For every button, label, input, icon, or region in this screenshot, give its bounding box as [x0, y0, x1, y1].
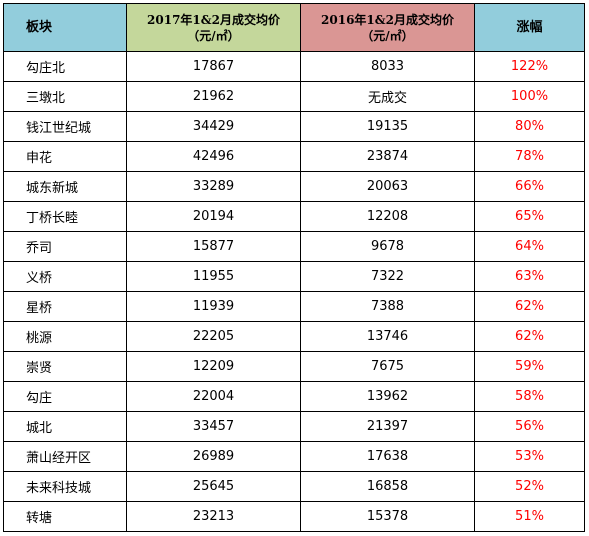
growth-rate: 52%: [474, 471, 585, 502]
table-row: 星桥 11939 7388 62%: [3, 291, 585, 322]
table-body: 勾庄北 17867 8033 122% 三墩北 21962 无成交 100% 钱江世纪城 34…: [3, 51, 585, 532]
growth-rate: 65%: [474, 201, 585, 232]
price-2016: 7675: [300, 351, 475, 382]
block-name: 城北: [3, 411, 127, 442]
price-2017: 22205: [126, 321, 301, 352]
table-row: 钱江世纪城 34429 19135 80%: [3, 111, 585, 142]
header-price-2016-title: 2016年1&2月成交均价: [321, 12, 454, 27]
block-name: 崇贤: [3, 351, 127, 382]
price-2016: 19135: [300, 111, 475, 142]
price-2016: 9678: [300, 231, 475, 262]
growth-rate: 51%: [474, 501, 585, 532]
table-row: 城东新城 33289 20063 66%: [3, 171, 585, 202]
block-name: 勾庄北: [3, 51, 127, 82]
table-row: 城北 33457 21397 56%: [3, 411, 585, 442]
header-growth: 涨幅: [474, 3, 585, 52]
price-2016: 17638: [300, 441, 475, 472]
price-2017: 11939: [126, 291, 301, 322]
block-name: 未来科技城: [3, 471, 127, 502]
price-2017: 22004: [126, 381, 301, 412]
price-2017: 26989: [126, 441, 301, 472]
growth-rate: 100%: [474, 81, 585, 112]
table-row: 申花 42496 23874 78%: [3, 141, 585, 172]
price-2017: 23213: [126, 501, 301, 532]
growth-rate: 59%: [474, 351, 585, 382]
price-2017: 33289: [126, 171, 301, 202]
price-2017: 12209: [126, 351, 301, 382]
price-2016: 15378: [300, 501, 475, 532]
block-name: 城东新城: [3, 171, 127, 202]
block-name: 乔司: [3, 231, 127, 262]
header-price-2017: 2017年1&2月成交均价 （元/㎡）: [126, 3, 301, 52]
header-block: 板块: [3, 3, 127, 52]
price-2016: 23874: [300, 141, 475, 172]
growth-rate: 53%: [474, 441, 585, 472]
price-growth-table: 板块 2017年1&2月成交均价 （元/㎡） 2016年1&2月成交均价 （元/…: [3, 3, 585, 532]
header-row: 板块 2017年1&2月成交均价 （元/㎡） 2016年1&2月成交均价 （元/…: [3, 3, 585, 52]
price-2016: 7322: [300, 261, 475, 292]
block-name: 申花: [3, 141, 127, 172]
price-2017: 21962: [126, 81, 301, 112]
price-2017: 17867: [126, 51, 301, 82]
price-2017: 42496: [126, 141, 301, 172]
price-2016: 7388: [300, 291, 475, 322]
growth-rate: 56%: [474, 411, 585, 442]
price-2016: 12208: [300, 201, 475, 232]
growth-rate: 62%: [474, 321, 585, 352]
price-2016: 16858: [300, 471, 475, 502]
table-row: 未来科技城 25645 16858 52%: [3, 471, 585, 502]
price-2016: 无成交: [300, 81, 475, 112]
price-2017: 11955: [126, 261, 301, 292]
growth-rate: 80%: [474, 111, 585, 142]
table-row: 义桥 11955 7322 63%: [3, 261, 585, 292]
growth-rate: 63%: [474, 261, 585, 292]
block-name: 勾庄: [3, 381, 127, 412]
block-name: 桃源: [3, 321, 127, 352]
price-2017: 33457: [126, 411, 301, 442]
table-row: 转塘 23213 15378 51%: [3, 501, 585, 532]
price-2016: 8033: [300, 51, 475, 82]
growth-rate: 62%: [474, 291, 585, 322]
block-name: 三墩北: [3, 81, 127, 112]
header-price-2017-unit: （元/㎡）: [187, 28, 240, 43]
price-2017: 15877: [126, 231, 301, 262]
block-name: 星桥: [3, 291, 127, 322]
header-price-2016-unit: （元/㎡）: [361, 28, 414, 43]
header-price-2016: 2016年1&2月成交均价 （元/㎡）: [300, 3, 475, 52]
price-2016: 13962: [300, 381, 475, 412]
block-name: 钱江世纪城: [3, 111, 127, 142]
block-name: 萧山经开区: [3, 441, 127, 472]
table-row: 乔司 15877 9678 64%: [3, 231, 585, 262]
growth-rate: 122%: [474, 51, 585, 82]
price-2017: 34429: [126, 111, 301, 142]
price-2017: 20194: [126, 201, 301, 232]
table-row: 崇贤 12209 7675 59%: [3, 351, 585, 382]
header-price-2017-title: 2017年1&2月成交均价: [147, 12, 280, 27]
growth-rate: 66%: [474, 171, 585, 202]
table-row: 勾庄北 17867 8033 122%: [3, 51, 585, 82]
price-2016: 21397: [300, 411, 475, 442]
growth-rate: 64%: [474, 231, 585, 262]
price-2016: 13746: [300, 321, 475, 352]
table-row: 勾庄 22004 13962 58%: [3, 381, 585, 412]
price-2017: 25645: [126, 471, 301, 502]
table-row: 三墩北 21962 无成交 100%: [3, 81, 585, 112]
growth-rate: 78%: [474, 141, 585, 172]
table-row: 丁桥长睦 20194 12208 65%: [3, 201, 585, 232]
block-name: 义桥: [3, 261, 127, 292]
price-2016: 20063: [300, 171, 475, 202]
block-name: 丁桥长睦: [3, 201, 127, 232]
growth-rate: 58%: [474, 381, 585, 412]
table-row: 桃源 22205 13746 62%: [3, 321, 585, 352]
block-name: 转塘: [3, 501, 127, 532]
table-row: 萧山经开区 26989 17638 53%: [3, 441, 585, 472]
